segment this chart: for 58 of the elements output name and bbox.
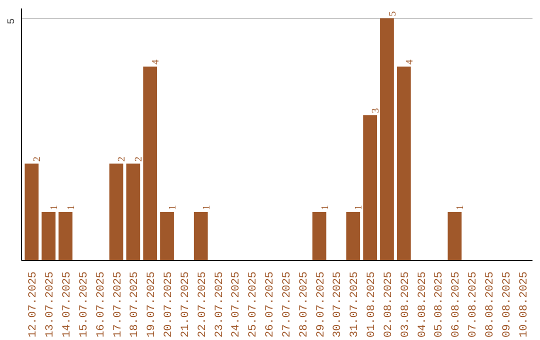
x-tick-label: 08.08.2025 [484, 271, 497, 338]
x-tick-label: 16.07.2025 [95, 271, 108, 338]
x-tick-label: 24.07.2025 [230, 271, 243, 338]
x-tick-label: 05.08.2025 [434, 271, 446, 338]
x-tick-label: 09.08.2025 [501, 271, 514, 338]
x-tick-label: 22.07.2025 [196, 271, 209, 338]
x-tick-label: 13.07.2025 [44, 271, 57, 338]
bar [58, 212, 72, 260]
data-label: 1 [201, 205, 212, 210]
x-tick-label: 17.07.2025 [112, 271, 124, 338]
x-tick-label: 23.07.2025 [214, 271, 226, 338]
data-label: 1 [49, 205, 60, 210]
bar [143, 66, 158, 260]
data-label: 2 [134, 156, 145, 162]
bar [363, 115, 377, 260]
data-label: 1 [168, 205, 179, 210]
x-tick-label: 21.07.2025 [180, 271, 192, 338]
bar [194, 212, 208, 260]
bar [126, 164, 140, 260]
x-tick-label: 20.07.2025 [163, 271, 176, 338]
x-tick-label: 19.07.2025 [146, 271, 158, 338]
x-tick-label: 14.07.2025 [61, 271, 74, 338]
x-tick-label: 31.07.2025 [349, 271, 362, 338]
x-tick-label: 10.08.2025 [518, 271, 530, 338]
x-tick-label: 28.07.2025 [298, 271, 310, 338]
bar [346, 212, 360, 260]
data-label: 2 [116, 156, 128, 162]
x-tick-label: 07.08.2025 [468, 271, 480, 338]
x-tick-label: 06.08.2025 [450, 271, 463, 338]
x-tick-label: 27.07.2025 [281, 271, 294, 338]
bar [448, 212, 462, 260]
data-label: 4 [404, 60, 416, 65]
data-label: 1 [354, 205, 365, 210]
bar [312, 212, 326, 260]
bar [42, 212, 56, 260]
data-label: 3 [370, 108, 382, 114]
bar [380, 18, 394, 260]
bar [24, 164, 39, 260]
x-tick-label: 02.08.2025 [382, 271, 395, 338]
x-tick-label: 01.08.2025 [366, 271, 378, 338]
data-label: 1 [455, 205, 466, 210]
x-tick-label: 30.07.2025 [332, 271, 344, 338]
x-tick-label: 12.07.2025 [28, 271, 40, 338]
data-label: 5 [387, 11, 398, 16]
x-tick-label: 25.07.2025 [248, 271, 260, 338]
x-tick-label: 03.08.2025 [400, 271, 412, 338]
x-tick-label: 26.07.2025 [264, 271, 277, 338]
data-label: 2 [32, 156, 44, 162]
data-label: 4 [150, 60, 162, 65]
bar [160, 212, 174, 260]
x-tick-label: 29.07.2025 [315, 271, 328, 338]
x-tick-label: 18.07.2025 [129, 271, 142, 338]
bar [396, 66, 411, 260]
data-label: 1 [320, 205, 331, 210]
bar [109, 164, 124, 260]
x-tick-label: 04.08.2025 [416, 271, 429, 338]
data-label: 1 [66, 205, 77, 210]
x-tick-label: 15.07.2025 [78, 271, 90, 338]
